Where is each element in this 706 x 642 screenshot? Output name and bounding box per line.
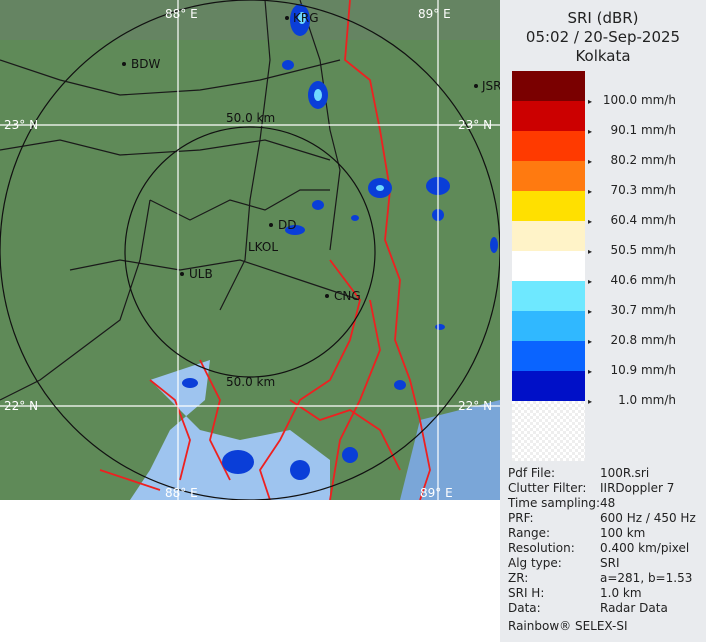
tick-marker-icon: ▸ — [588, 127, 593, 136]
scale-label: ▸ 80.2 mm/h — [588, 153, 677, 167]
info-row: Time sampling: 48 — [508, 496, 696, 511]
info-value: 600 Hz / 450 Hz — [600, 511, 696, 525]
outside-range-shade — [0, 0, 500, 40]
info-key: PRF: — [508, 511, 534, 525]
info-key: Time sampling: — [508, 496, 601, 510]
info-value: IIRDoppler 7 — [600, 481, 675, 495]
lon-label: 89° E — [418, 7, 451, 21]
tick-marker-icon: ▸ — [588, 277, 593, 286]
land-background — [0, 0, 500, 500]
color-swatch — [512, 131, 585, 161]
radar-map[interactable]: 88° E 89° E 88° E 89° E 23° N 23° N 22° … — [0, 0, 500, 500]
city-label: CNG — [334, 289, 361, 303]
color-swatch — [512, 101, 585, 131]
lon-label: 88° E — [165, 7, 198, 21]
scale-label: ▸ 100.0 mm/h — [588, 93, 677, 107]
info-row: Clutter Filter: IIRDoppler 7 — [508, 481, 696, 496]
tick-marker-icon: ▸ — [588, 187, 593, 196]
product-title: SRI (dBR) — [567, 9, 639, 27]
ring-label: 50.0 km — [226, 375, 275, 389]
info-value: 1.0 km — [600, 586, 642, 600]
lon-label: 88° E — [165, 486, 198, 500]
scale-label: ▸ 90.1 mm/h — [588, 123, 677, 137]
lat-label: 22° N — [458, 399, 492, 413]
tick-marker-icon: ▸ — [588, 247, 593, 256]
color-swatch — [512, 191, 585, 221]
color-swatch — [512, 311, 585, 341]
info-row: Resolution: 0.400 km/pixel — [508, 541, 696, 556]
info-row: PRF: 600 Hz / 450 Hz — [508, 511, 696, 526]
city-label: BDW — [131, 57, 160, 71]
tick-marker-icon: ▸ — [588, 367, 593, 376]
tick-marker-icon: ▸ — [588, 157, 593, 166]
info-key: Data: — [508, 601, 541, 615]
scale-label: ▸ 70.3 mm/h — [588, 183, 677, 197]
footer-brand: Rainbow® SELEX-SI — [508, 619, 628, 633]
color-swatch — [512, 71, 585, 101]
info-value: 100 km — [600, 526, 646, 540]
info-value: 0.400 km/pixel — [600, 541, 690, 555]
river-estuary — [130, 360, 330, 500]
scale-label: ▸ 60.4 mm/h — [588, 213, 677, 227]
info-key: ZR: — [508, 571, 529, 585]
city-label: JSR — [481, 79, 500, 93]
info-value: SRI — [600, 556, 620, 570]
scale-label: ▸ 30.7 mm/h — [588, 303, 677, 317]
tick-marker-icon: ▸ — [588, 307, 593, 316]
lat-label: 23° N — [4, 118, 38, 132]
city-label: DD — [278, 218, 296, 232]
tick-marker-icon: ▸ — [588, 397, 593, 406]
scale-label: ▸ 1.0 mm/h — [588, 393, 677, 407]
color-swatch — [512, 221, 585, 251]
datetime: 05:02 / 20-Sep-2025 — [525, 28, 681, 46]
site-name: Kolkata — [575, 47, 631, 65]
bay-water — [400, 400, 500, 500]
info-key: Resolution: — [508, 541, 575, 555]
precip-light-cores — [298, 12, 384, 191]
info-row: Alg type: SRI — [508, 556, 696, 571]
info-value: 100R.sri — [600, 466, 650, 480]
border-rivers — [99, 0, 431, 500]
lat-label: 23° N — [458, 118, 492, 132]
info-key: Pdf File: — [508, 466, 556, 480]
district-boundaries — [0, 0, 361, 401]
city-label: KRG — [293, 11, 319, 25]
info-value: a=281, b=1.53 — [600, 571, 693, 585]
range-ring-50km — [124, 126, 376, 378]
tick-marker-icon: ▸ — [588, 97, 593, 106]
lat-label: 22° N — [4, 399, 38, 413]
scale-label: ▸ 10.9 mm/h — [588, 363, 677, 377]
info-row: ZR: a=281, b=1.53 — [508, 571, 696, 586]
info-row: Data: Radar Data — [508, 601, 696, 616]
color-swatch — [512, 251, 585, 281]
info-key: Range: — [508, 526, 551, 540]
lat-lon-grid — [0, 0, 500, 500]
no-data-swatch — [512, 401, 585, 461]
scale-label: ▸ 40.6 mm/h — [588, 273, 677, 287]
scale-label: ▸ 20.8 mm/h — [588, 333, 677, 347]
info-row: Pdf File: 100R.sri — [508, 466, 696, 481]
color-swatch — [512, 341, 585, 371]
lon-label: 89° E — [420, 486, 453, 500]
info-row: SRI H: 1.0 km — [508, 586, 696, 601]
color-swatch — [512, 161, 585, 191]
color-swatch — [512, 371, 585, 401]
city-label: LKOL — [248, 240, 278, 254]
info-key: SRI H: — [508, 586, 545, 600]
info-key: Clutter Filter: — [508, 481, 587, 495]
info-row: Range: 100 km — [508, 526, 696, 541]
scale-label: ▸ 50.5 mm/h — [588, 243, 677, 257]
color-swatch — [512, 281, 585, 311]
range-rings — [0, 0, 500, 500]
tick-marker-icon: ▸ — [588, 217, 593, 226]
info-key: Alg type: — [508, 556, 562, 570]
tick-marker-icon: ▸ — [588, 337, 593, 346]
radar-info: Pdf File: 100R.sri Clutter Filter: IIRDoppl… — [508, 466, 696, 634]
legend-panel: SRI (dBR) 05:02 / 20-Sep-2025 Kolkata ▸ 1… — [500, 0, 706, 642]
ring-label: 50.0 km — [226, 111, 275, 125]
info-value: Radar Data — [600, 601, 668, 615]
info-value: 48 — [600, 496, 616, 510]
city-label: ULB — [189, 267, 213, 281]
